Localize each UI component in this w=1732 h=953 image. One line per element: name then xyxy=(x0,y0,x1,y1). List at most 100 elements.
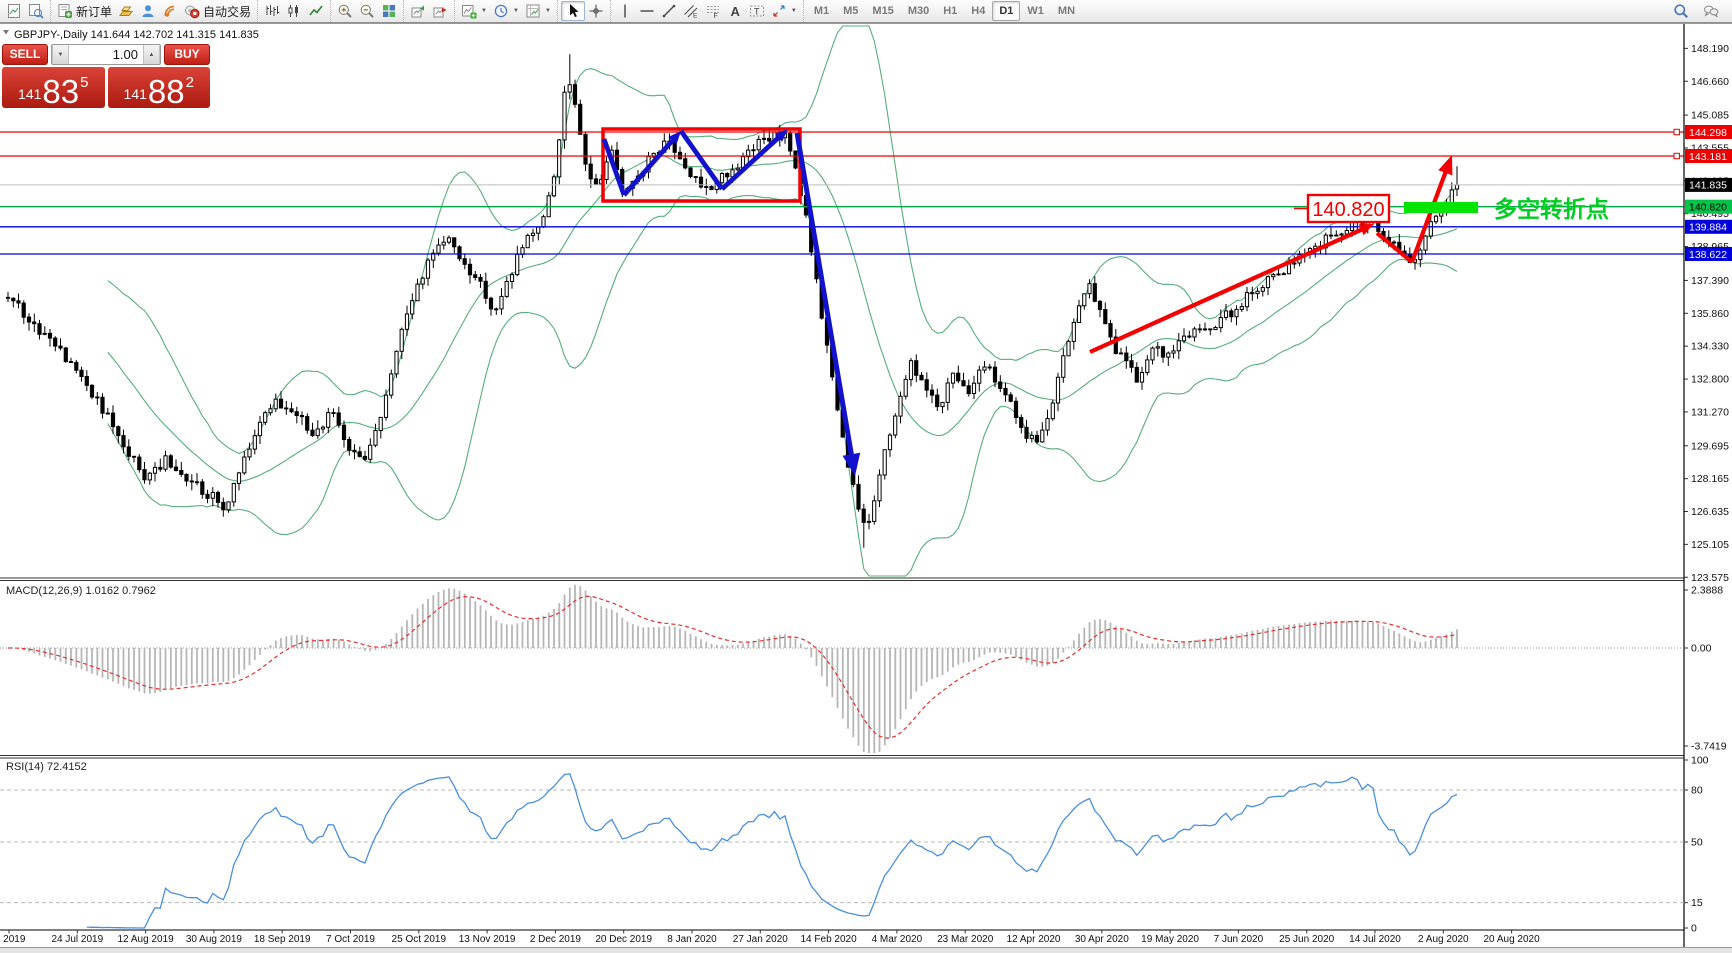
buy-button[interactable]: BUY xyxy=(164,44,210,65)
rsi-line xyxy=(86,773,1458,929)
new-order-button[interactable]: 新订单 xyxy=(54,2,115,21)
toolbar-right xyxy=(1670,2,1732,20)
svg-text:141.835: 141.835 xyxy=(1689,180,1727,192)
gold-button[interactable] xyxy=(115,2,137,20)
cursor-button[interactable] xyxy=(560,1,585,21)
arrange-windows-button[interactable] xyxy=(407,2,429,20)
zoom-out-button[interactable] xyxy=(356,2,378,20)
auto-scroll-button[interactable] xyxy=(429,2,451,20)
timeframe-D1[interactable]: D1 xyxy=(992,1,1021,21)
new-order-icon xyxy=(58,4,72,18)
svg-text:12 Aug 2019: 12 Aug 2019 xyxy=(118,934,175,945)
timeframe-M30[interactable]: M30 xyxy=(907,5,930,17)
timeframe-M1[interactable]: M1 xyxy=(813,5,830,17)
volume-decrease-button[interactable]: ▼ xyxy=(52,45,69,64)
text-label-button[interactable]: T xyxy=(746,2,768,20)
buy-price-display[interactable]: 141 88 2 xyxy=(107,67,210,110)
bar-chart-button[interactable] xyxy=(261,2,283,20)
buy-price-sup: 2 xyxy=(185,74,194,91)
vertical-line-icon xyxy=(624,4,626,18)
candlesticks xyxy=(5,54,1460,548)
svg-text:128.165: 128.165 xyxy=(1691,473,1729,485)
horizontal-line-button[interactable] xyxy=(636,2,658,20)
chevron-down-icon: ▼ xyxy=(544,8,551,14)
svg-text:30 Aug 2019: 30 Aug 2019 xyxy=(186,934,243,945)
blue-zigzag-arrows xyxy=(601,129,861,476)
add-indicator-button[interactable]: ▼ xyxy=(458,2,490,20)
svg-text:145.085: 145.085 xyxy=(1691,110,1729,122)
svg-text:A: A xyxy=(730,4,740,19)
search-button[interactable] xyxy=(1670,2,1692,20)
equidistant-channel-button[interactable]: E xyxy=(680,2,702,20)
svg-text:2.3888: 2.3888 xyxy=(1691,585,1723,597)
chart-profiles-icon xyxy=(29,4,44,19)
chevron-down-icon: ▼ xyxy=(512,8,519,14)
sell-price-sup: 5 xyxy=(80,74,89,91)
chat-button[interactable] xyxy=(1700,2,1722,20)
svg-text:2 Dec 2019: 2 Dec 2019 xyxy=(530,934,582,945)
svg-text:0: 0 xyxy=(1691,923,1697,935)
text-icon: A xyxy=(730,4,740,19)
svg-text:135.860: 135.860 xyxy=(1691,308,1729,320)
text-button[interactable]: A xyxy=(724,2,746,20)
line-chart-button[interactable] xyxy=(305,2,327,20)
svg-text:7 Oct 2019: 7 Oct 2019 xyxy=(326,934,375,945)
templates-button[interactable]: ▼ xyxy=(522,2,554,20)
bollinger-bands xyxy=(107,25,1458,577)
timeframe-W1[interactable]: W1 xyxy=(1027,5,1044,17)
toolbar-group xyxy=(403,0,454,22)
timeframe-MN[interactable]: MN xyxy=(1057,5,1076,17)
equidistant-channel-icon: E xyxy=(684,5,698,19)
sell-price-display[interactable]: 141 83 5 xyxy=(2,67,105,108)
arrows-icon xyxy=(773,5,785,17)
svg-text:14 Feb 2020: 14 Feb 2020 xyxy=(801,934,858,945)
timeframe-M5[interactable]: M5 xyxy=(843,5,859,17)
svg-text:19 May 2020: 19 May 2020 xyxy=(1141,934,1199,945)
svg-text:129.695: 129.695 xyxy=(1691,440,1729,452)
svg-text:50: 50 xyxy=(1691,837,1703,849)
new-chart-button[interactable] xyxy=(3,2,25,20)
svg-text:126.635: 126.635 xyxy=(1691,506,1729,518)
horizontal-level-lines[interactable] xyxy=(0,131,1684,255)
svg-text:137.390: 137.390 xyxy=(1691,275,1729,287)
volume-increase-button[interactable]: ▲ xyxy=(143,45,160,64)
ohlc-collapse-icon xyxy=(3,30,9,35)
date-axis[interactable]: ul 2019 24 Jul 2019 12 Aug 2019 30 Aug 2019… xyxy=(0,930,1540,945)
annotations: 140.820 多空转折点 xyxy=(601,127,1609,476)
svg-text:148.190: 148.190 xyxy=(1691,43,1729,55)
tile-windows-button[interactable] xyxy=(378,2,400,20)
svg-text:20 Dec 2019: 20 Dec 2019 xyxy=(595,934,652,945)
svg-text:24 Jul 2019: 24 Jul 2019 xyxy=(51,934,103,945)
candle-chart-button[interactable] xyxy=(283,2,305,20)
trend-line-button[interactable] xyxy=(658,2,680,20)
gold-icon xyxy=(119,6,134,16)
zoom-in-button[interactable] xyxy=(334,2,356,20)
arrows-button[interactable]: ▼ xyxy=(768,2,800,20)
fibonacci-icon: F xyxy=(706,6,719,19)
auto-scroll-icon xyxy=(433,7,447,18)
toolbar-group xyxy=(330,0,403,22)
price-axis[interactable]: 148.190146.660145.085143.555142.025140.4… xyxy=(0,23,1732,584)
crosshair-button[interactable] xyxy=(585,2,607,20)
templates-icon xyxy=(526,4,540,18)
mql5-signal-button[interactable] xyxy=(159,2,181,20)
periods-button[interactable]: ▼ xyxy=(490,2,522,20)
sell-button[interactable]: SELL xyxy=(2,44,48,65)
chart-profiles-button[interactable] xyxy=(25,2,47,20)
svg-text:7 Jun 2020: 7 Jun 2020 xyxy=(1214,934,1264,945)
autotrade-button[interactable]: 自动交易 xyxy=(181,2,254,21)
fibonacci-button[interactable]: F xyxy=(702,2,724,20)
vertical-line-button[interactable] xyxy=(614,2,636,20)
timeframe-H4[interactable]: H4 xyxy=(971,5,986,17)
timeframe-M15[interactable]: M15 xyxy=(872,5,894,17)
timeframe-H1[interactable]: H1 xyxy=(943,5,958,17)
community-button[interactable] xyxy=(137,2,159,20)
svg-text:80: 80 xyxy=(1691,785,1703,797)
buy-price-big: 88 xyxy=(147,72,185,110)
text-label-icon: T xyxy=(749,5,764,17)
volume-input[interactable] xyxy=(69,45,143,64)
search-icon xyxy=(1674,4,1688,18)
